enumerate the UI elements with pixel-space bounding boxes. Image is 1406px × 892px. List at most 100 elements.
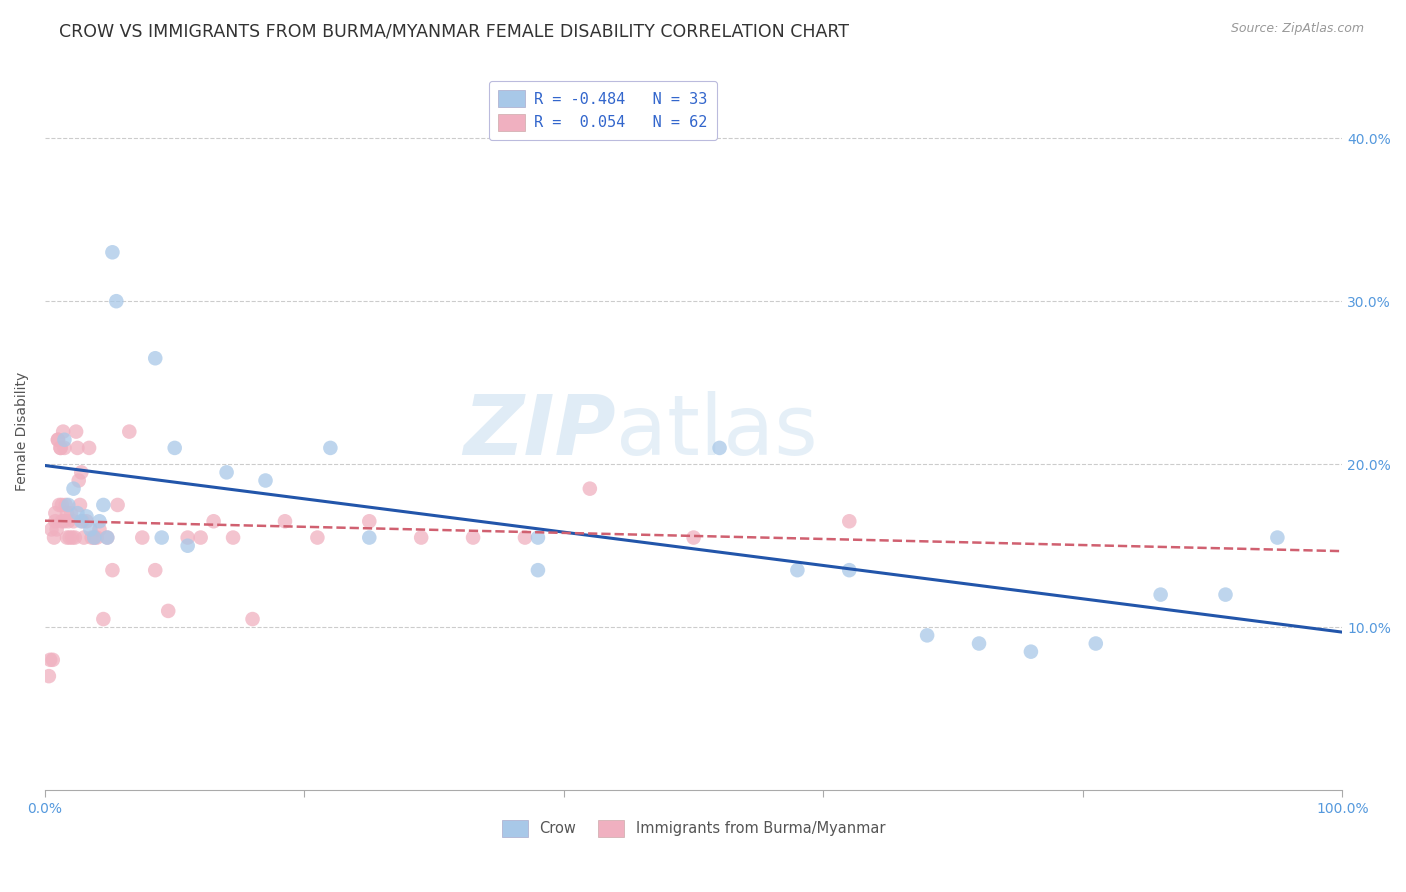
Point	[527, 531, 550, 545]
Point	[55, 498, 77, 512]
Point	[1267, 531, 1289, 545]
Point	[46, 433, 69, 447]
Point	[52, 425, 75, 439]
Point	[274, 514, 297, 528]
Point	[319, 441, 342, 455]
Point	[45, 523, 67, 537]
Point	[66, 441, 89, 455]
Point	[163, 441, 186, 455]
Point	[51, 514, 73, 528]
Point	[709, 441, 731, 455]
Point	[44, 514, 66, 528]
Point	[527, 563, 550, 577]
Point	[1149, 588, 1171, 602]
Text: atlas: atlas	[616, 391, 817, 472]
Point	[56, 531, 79, 545]
Point	[513, 531, 536, 545]
Text: ZIP: ZIP	[463, 391, 616, 472]
Point	[131, 531, 153, 545]
Point	[59, 506, 82, 520]
Point	[215, 466, 238, 480]
Point	[86, 531, 108, 545]
Legend: Crow, Immigrants from Burma/Myanmar: Crow, Immigrants from Burma/Myanmar	[495, 813, 893, 844]
Point	[51, 498, 73, 512]
Point	[682, 531, 704, 545]
Point	[254, 474, 277, 488]
Point	[72, 514, 94, 528]
Point	[79, 523, 101, 537]
Point	[101, 245, 124, 260]
Point	[42, 531, 65, 545]
Point	[76, 514, 98, 528]
Point	[143, 563, 166, 577]
Point	[44, 506, 66, 520]
Point	[89, 523, 111, 537]
Point	[67, 474, 90, 488]
Point	[96, 531, 118, 545]
Point	[62, 514, 84, 528]
Point	[96, 531, 118, 545]
Point	[107, 498, 129, 512]
Point	[89, 514, 111, 528]
Point	[359, 531, 381, 545]
Point	[176, 531, 198, 545]
Point	[46, 433, 69, 447]
Point	[157, 604, 180, 618]
Y-axis label: Female Disability: Female Disability	[15, 372, 30, 491]
Point	[222, 531, 245, 545]
Point	[786, 563, 808, 577]
Point	[461, 531, 484, 545]
Point	[1084, 636, 1107, 650]
Point	[53, 514, 76, 528]
Point	[190, 531, 212, 545]
Point	[83, 531, 105, 545]
Point	[58, 514, 80, 528]
Point	[62, 482, 84, 496]
Point	[359, 514, 381, 528]
Text: CROW VS IMMIGRANTS FROM BURMA/MYANMAR FEMALE DISABILITY CORRELATION CHART: CROW VS IMMIGRANTS FROM BURMA/MYANMAR FE…	[59, 22, 849, 40]
Point	[93, 498, 115, 512]
Point	[73, 531, 96, 545]
Point	[41, 523, 63, 537]
Point	[63, 531, 86, 545]
Point	[49, 441, 72, 455]
Point	[59, 531, 82, 545]
Point	[60, 531, 83, 545]
Point	[65, 425, 87, 439]
Point	[53, 433, 76, 447]
Point	[105, 294, 128, 309]
Point	[76, 509, 98, 524]
Point	[83, 531, 105, 545]
Point	[307, 531, 329, 545]
Point	[80, 531, 103, 545]
Point	[70, 466, 93, 480]
Point	[150, 531, 173, 545]
Point	[143, 351, 166, 366]
Point	[915, 628, 938, 642]
Point	[93, 612, 115, 626]
Point	[53, 441, 76, 455]
Point	[242, 612, 264, 626]
Point	[69, 498, 91, 512]
Point	[838, 514, 860, 528]
Point	[176, 539, 198, 553]
Point	[838, 563, 860, 577]
Point	[66, 506, 89, 520]
Point	[411, 531, 433, 545]
Point	[101, 563, 124, 577]
Point	[39, 653, 62, 667]
Point	[49, 441, 72, 455]
Point	[1019, 645, 1042, 659]
Point	[579, 482, 602, 496]
Point	[77, 441, 100, 455]
Point	[38, 669, 60, 683]
Text: Source: ZipAtlas.com: Source: ZipAtlas.com	[1230, 22, 1364, 36]
Point	[48, 498, 70, 512]
Point	[58, 498, 80, 512]
Point	[70, 514, 93, 528]
Point	[967, 636, 990, 650]
Point	[42, 653, 65, 667]
Point	[118, 425, 141, 439]
Point	[56, 506, 79, 520]
Point	[1215, 588, 1237, 602]
